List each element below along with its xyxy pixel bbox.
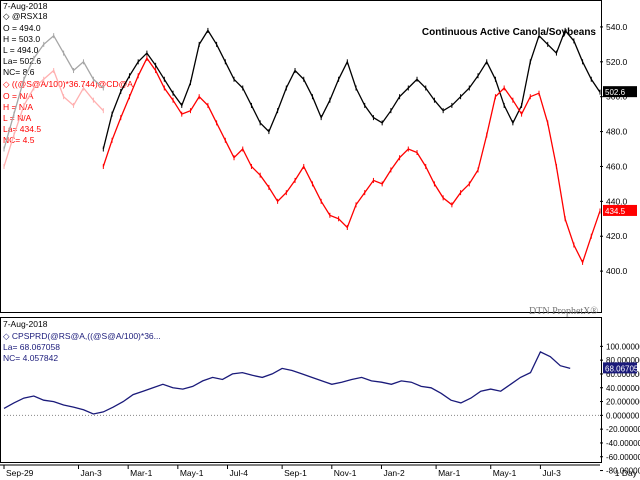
- price-legend: 7-Aug-2018 ◇ @RSX18 O = 494.0 H = 503.0 …: [3, 1, 133, 145]
- spread-legend-line: NC= 4.057842: [3, 353, 58, 363]
- chart-title: Continuous Active Canola/Soybeans: [422, 27, 597, 38]
- x-tick-label: Jan-3: [81, 468, 103, 478]
- spread-legend-symbol: ◇ CPSPRD(@RS@A,((@S@A/100)*36...: [3, 331, 161, 341]
- last-value-label: 502.6: [605, 88, 626, 97]
- spread-legend-line: La= 68.067058: [3, 342, 60, 352]
- spread-y-tick-label: 40.000000: [606, 384, 640, 393]
- price-series-line: [102, 29, 601, 150]
- spread-y-tick-label: -20.000000: [606, 425, 640, 434]
- spread-y-tick-label: -80.000000: [606, 467, 640, 476]
- price-panel-frame: [0, 0, 602, 313]
- last-value-label: 68.067058: [605, 364, 640, 373]
- spread-y-tick-label: 60.000000: [606, 370, 640, 379]
- x-tick-label: May-1: [493, 468, 517, 478]
- x-tick-label: Sep-1: [284, 468, 307, 478]
- spread-series-line: [3, 351, 571, 415]
- legend-line-2: L = N/A: [3, 113, 32, 123]
- price-y-tick-label: 420.0: [606, 231, 628, 241]
- spread-y-axis: 100.000000 80.000000 60.000000 40.000000 20.…: [4, 342, 640, 476]
- x-tick-label: Jul-4: [230, 468, 249, 478]
- last-value-label: 434.5: [605, 207, 626, 216]
- legend-line-2: O = N/A: [3, 91, 34, 101]
- legend-line: H = 503.0: [3, 34, 40, 44]
- last-value-badge: [603, 204, 637, 216]
- price-y-tick-label: 460.0: [606, 161, 628, 171]
- x-tick-label: Mar-1: [438, 468, 460, 478]
- spread-y-tick-label: 80.000000: [606, 356, 640, 365]
- x-tick-label: Jul-3: [542, 468, 561, 478]
- spread-y-tick-label: 0.000000: [606, 411, 640, 420]
- spread-y-tick-label: -40.000000: [606, 439, 640, 448]
- legend-line: NC= 8.6: [3, 67, 35, 77]
- spread-series-layer: [3, 351, 571, 415]
- price-series-layer: [3, 27, 601, 265]
- price-y-tick-label: 540.0: [606, 22, 628, 32]
- x-tick-label: Nov-1: [334, 468, 357, 478]
- spread-y-tick-label: 20.000000: [606, 398, 640, 407]
- x-tick-label: Jan-2: [383, 468, 405, 478]
- price-series-line: [102, 57, 601, 265]
- x-axis: Sep-29 Jan-3 Mar-1 May-1 Jul-4 Sep-1 Nov-1 Jan-…: [0, 464, 600, 478]
- legend-line-2: La= 434.5: [3, 124, 41, 134]
- last-value-badge: [603, 362, 637, 374]
- price-y-tick-label: 480.0: [606, 127, 628, 137]
- legend-line-2: H = N/A: [3, 102, 33, 112]
- spread-legend-date: 7-Aug-2018: [3, 319, 48, 329]
- legend-date: 7-Aug-2018: [3, 1, 48, 11]
- legend-line: La= 502.6: [3, 56, 41, 66]
- legend-symbol: ◇ @RSX18: [3, 11, 48, 21]
- spread-legend: 7-Aug-2018 ◇ CPSPRD(@RS@A,((@S@A/100)*36…: [3, 319, 161, 363]
- price-y-tick-label: 440.0: [606, 196, 628, 206]
- spread-y-tick-label: 100.000000: [606, 342, 640, 351]
- last-value-badge: [603, 86, 637, 98]
- legend-symbol-2: ◇ ((@S@A/100)*36.744)@CD@A: [3, 79, 133, 89]
- legend-line-2: NC= 4.5: [3, 135, 35, 145]
- legend-line: L = 494.0: [3, 45, 39, 55]
- last-value-labels: 502.6 434.5 68.067058: [603, 86, 640, 374]
- x-tick-label: Sep-29: [6, 468, 34, 478]
- legend-line: O = 494.0: [3, 23, 41, 33]
- watermark: DTN ProphetX®: [529, 306, 598, 317]
- x-tick-label: Mar-1: [130, 468, 152, 478]
- timeframe-label[interactable]: 1 Day: [615, 468, 638, 478]
- spread-panel-frame: [0, 317, 602, 463]
- spread-y-tick-label: -60.000000: [606, 453, 640, 462]
- price-y-tick-label: 400.0: [606, 266, 628, 276]
- x-tick-label: May-1: [180, 468, 204, 478]
- price-y-tick-label: 520.0: [606, 57, 628, 67]
